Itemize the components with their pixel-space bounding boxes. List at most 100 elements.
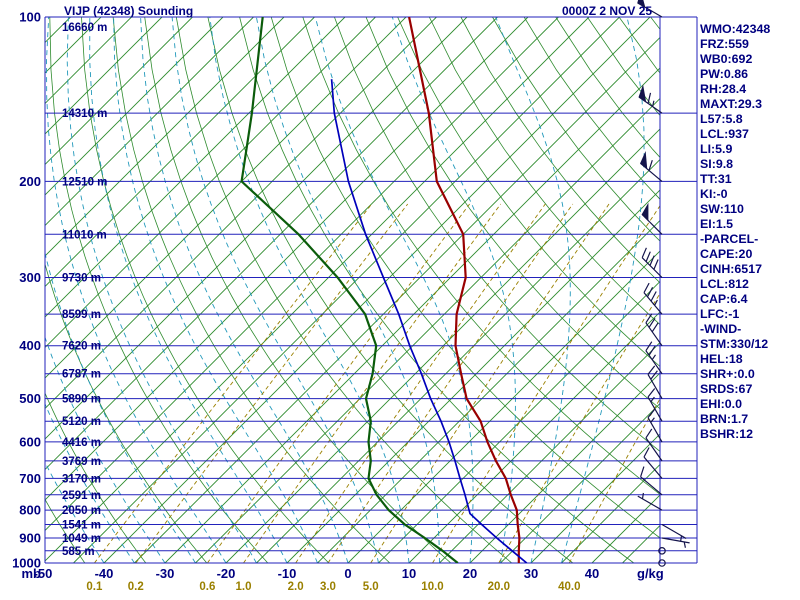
plot-frame: [44, 17, 698, 563]
isotherm-lines: [45, 17, 660, 563]
wind-barb-icon: [661, 537, 690, 548]
mixing-ratio-tick-label: 0.6: [199, 581, 215, 593]
index-item: KI:-0: [700, 187, 728, 201]
mixing-ratio-tick-label: 0.1: [86, 581, 103, 593]
wind-barb-icon: [639, 151, 663, 182]
pressure-tick-label: 300: [19, 270, 41, 285]
mixing-ratio-lines: [94, 203, 660, 563]
height-label: 585 m: [62, 546, 95, 558]
wind-barb-icon: [640, 466, 663, 496]
wind-barb-icon: [647, 408, 663, 443]
height-label: 1541 m: [62, 519, 101, 531]
pressure-tick-label: 400: [19, 338, 41, 353]
wind-barb-icon: [645, 313, 663, 347]
mixing-unit-label: g/kg: [637, 566, 664, 581]
calm-wind-icon: [658, 547, 666, 555]
index-item: CINH:6517: [700, 262, 762, 276]
height-label: 4416 m: [62, 437, 101, 449]
index-item: RH:28.4: [700, 82, 747, 96]
wind-barb-icon: [641, 202, 663, 235]
index-item: BSHR:12: [700, 427, 754, 441]
height-label: 3769 m: [62, 456, 101, 468]
pressure-tick-label: 200: [19, 174, 41, 189]
pressure-tick-label: 100: [19, 10, 41, 25]
dry-adiabat-lines: [45, 17, 660, 563]
index-item: STM:330/12: [700, 337, 769, 351]
index-item: WMO:42348: [700, 22, 771, 36]
height-label: 9730 m: [62, 273, 101, 285]
height-label: 1049 m: [62, 533, 101, 545]
mixing-ratio-tick-label: 5.0: [363, 581, 379, 593]
height-label: 16660 m: [62, 22, 107, 34]
index-item: BRN:1.7: [700, 412, 749, 426]
temp-tick-label: -30: [156, 566, 175, 581]
mixing-ratio-tick-label: 1.0: [236, 581, 252, 593]
temp-tick-label: 20: [463, 566, 477, 581]
index-item: LFC:-1: [700, 307, 740, 321]
wind-barb-icon: [637, 0, 663, 18]
index-item: SRDS:67: [700, 382, 753, 396]
wind-barb-icon: [647, 388, 663, 422]
pressure-tick-label: 1000: [12, 556, 41, 571]
temp-tick-label: -40: [95, 566, 114, 581]
temp-tick-label: 0: [344, 566, 351, 581]
temp-tick-label: 10: [402, 566, 416, 581]
height-label: 14310 m: [62, 108, 107, 120]
dewpoint-curve: [240, 17, 459, 563]
mixing-ratio-tick-label: 2.0: [288, 581, 304, 593]
wind-barb-icon: [643, 447, 663, 479]
index-item: SW:110: [700, 202, 744, 216]
height-label: 6787 m: [62, 369, 101, 381]
mixing-ratio-tick-label: 40.0: [558, 581, 580, 593]
index-item: L57:5.8: [700, 112, 743, 126]
index-item: -WIND-: [700, 322, 742, 336]
index-item: SHR+:0.0: [700, 367, 755, 381]
mixing-ratio-tick-label: 10.0: [421, 581, 443, 593]
height-label: 7620 m: [62, 341, 101, 353]
temp-tick-label: 40: [585, 566, 599, 581]
wind-barb-icon: [645, 428, 663, 462]
background-grid: [45, 17, 660, 563]
wind-barbs: [637, 0, 690, 567]
wind-barb-icon: [638, 84, 663, 114]
wind-barb-icon: [637, 492, 663, 511]
pressure-tick-label: 900: [19, 531, 41, 546]
temperature-curve: [408, 17, 521, 563]
index-item: HEL:18: [700, 352, 743, 366]
height-label: 5890 m: [62, 394, 101, 406]
index-item: PW:0.86: [700, 67, 748, 81]
index-item: LCL:812: [700, 277, 749, 291]
wind-barb-icon: [645, 341, 663, 375]
index-item: CAPE:20: [700, 247, 753, 261]
wind-barb-icon: [647, 365, 663, 399]
temp-tick-label: -20: [217, 566, 236, 581]
height-label: 2050 m: [62, 505, 101, 517]
pressure-lines: [45, 16, 697, 564]
index-item: LI:5.9: [700, 142, 733, 156]
pressure-tick-label: 600: [19, 434, 41, 449]
index-item: -PARCEL-: [700, 232, 759, 246]
mixing-ratio-tick-label: 0.2: [128, 581, 144, 593]
wind-barb-icon: [643, 282, 663, 315]
calm-wind-icon: [658, 559, 666, 567]
temp-tick-label: -50: [34, 566, 53, 581]
index-item: TT:31: [700, 172, 732, 186]
pressure-tick-label: 700: [19, 471, 41, 486]
datetime-label: 0000Z 2 NOV 25: [562, 4, 653, 18]
index-item: MAXT:29.3: [700, 97, 762, 111]
index-item: CAP:6.4: [700, 292, 748, 306]
index-item: FRZ:559: [700, 37, 749, 51]
index-item: WB0:692: [700, 52, 753, 66]
sounding-curves: [240, 17, 528, 563]
mixing-ratio-tick-label: 3.0: [320, 581, 336, 593]
temp-tick-label: -10: [278, 566, 297, 581]
height-label: 8599 m: [62, 309, 101, 321]
height-label: 5120 m: [62, 416, 101, 428]
index-item: SI:9.8: [700, 157, 734, 171]
pressure-tick-label: 500: [19, 391, 41, 406]
index-item: EHI:0.0: [700, 397, 743, 411]
index-item: LCL:937: [700, 127, 749, 141]
